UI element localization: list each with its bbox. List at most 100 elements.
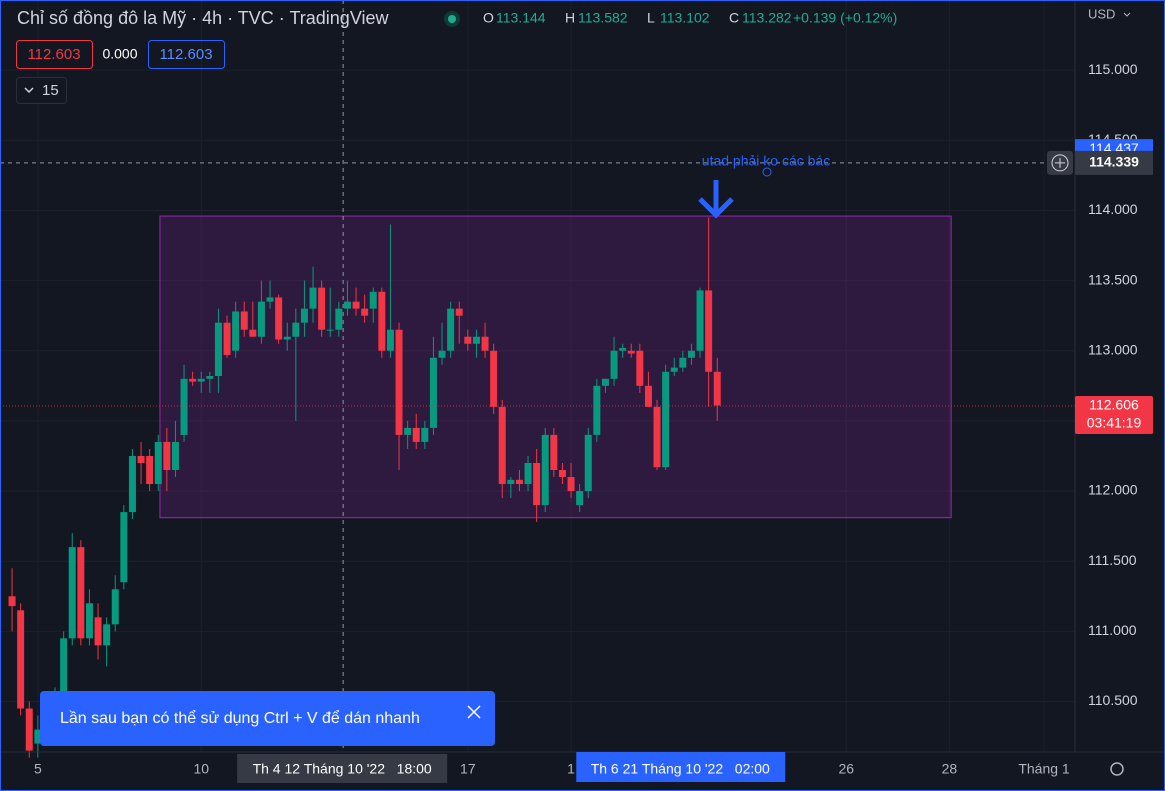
axes: 115.000114.500114.000113.500113.000112.5…: [34, 61, 1153, 783]
candle-body: [171, 441, 179, 470]
candle-body: [627, 350, 635, 354]
settings-icon[interactable]: [1110, 762, 1124, 776]
ohlc-key: L: [647, 10, 655, 26]
ohlc-value: 113.144: [496, 10, 546, 26]
status-dot: [448, 15, 456, 23]
candle-body: [644, 385, 652, 407]
range-box: [159, 215, 952, 519]
grid: [0, 0, 1075, 752]
candle-body: [85, 603, 93, 639]
candle-body: [292, 322, 300, 337]
candle-body: [60, 638, 68, 702]
highlight-time-tag: [576, 752, 786, 782]
candle-body: [619, 347, 627, 351]
ohlc-key: O: [483, 10, 494, 26]
indicator-value: 0.000: [102, 46, 137, 62]
candle-body: [25, 708, 33, 751]
candle-body: [524, 462, 532, 485]
candle-body: [421, 427, 429, 442]
last-price-tag: [1075, 396, 1153, 435]
crosshair-price-tag: [1075, 150, 1153, 175]
candle-body: [490, 350, 498, 407]
candle-body: [146, 455, 154, 485]
crosshair-time-tag: [237, 754, 448, 783]
add-plus: [1055, 157, 1065, 168]
candle-body: [550, 434, 558, 470]
candle-body: [361, 308, 369, 316]
indicator-box[interactable]: [16, 40, 93, 69]
candle-body: [249, 329, 257, 337]
currency[interactable]: USD: [1088, 6, 1115, 21]
crosshair-time-label: Th 4 12 Tháng 10 '22 18:00: [253, 761, 432, 777]
candle-body: [309, 287, 317, 309]
candle-body: [103, 624, 111, 646]
candle-body: [404, 427, 412, 435]
candle-body: [163, 441, 171, 470]
ohlc-value: 113.102: [660, 10, 710, 26]
ohlc-key: C: [729, 10, 739, 26]
x-tick-label: 26: [838, 761, 854, 777]
candle-body: [137, 455, 145, 463]
candle-body: [593, 385, 601, 435]
candle-body: [111, 589, 119, 625]
last-price-label: 112.606: [1089, 397, 1139, 413]
candle-body: [636, 350, 644, 386]
candle-body: [464, 336, 472, 344]
candle-body: [679, 357, 687, 368]
indicator-box[interactable]: [148, 40, 225, 69]
collapse-button[interactable]: [16, 77, 67, 104]
candle-body: [275, 297, 283, 340]
candle-body: [378, 291, 386, 351]
candle-body: [68, 547, 76, 639]
candle-body: [705, 290, 713, 372]
candle-body: [567, 477, 575, 492]
candle-body: [507, 479, 515, 485]
candle-body: [180, 378, 188, 435]
y-tick-label: 113.500: [1088, 271, 1138, 287]
candle-body: [232, 311, 240, 351]
ohlc-value: 113.282: [742, 10, 792, 26]
candle-body: [610, 350, 618, 379]
x-tick-label: Tháng 1: [1018, 761, 1070, 777]
candle-body: [335, 308, 343, 330]
crosshair-price-label: 114.339: [1089, 154, 1139, 170]
candle-body: [498, 406, 506, 485]
candle-body: [386, 329, 394, 351]
candle-body: [653, 406, 661, 468]
ohlc-value: 113.582: [578, 10, 628, 26]
candle-body: [154, 441, 162, 485]
indicator-count: 15: [42, 82, 59, 99]
candle-body: [120, 512, 128, 583]
candle-body: [326, 329, 334, 331]
candle-body: [670, 367, 678, 372]
highlight-time-label: Th 6 21 Tháng 10 '22 02:00: [591, 761, 770, 777]
candle-body: [352, 301, 360, 309]
candle-body: [318, 287, 326, 330]
y-tick-label: 114.000: [1088, 201, 1138, 217]
candle-body: [223, 322, 231, 355]
candle-body: [189, 378, 197, 382]
candle-body: [77, 547, 85, 639]
y-tick-label: 112.000: [1088, 482, 1138, 498]
toast-close[interactable]: [467, 705, 481, 719]
candle-body: [429, 357, 437, 428]
chart-title: Chỉ số đồng đô la Mỹ · 4h · TVC · Tradin…: [17, 8, 390, 28]
candle-body: [438, 350, 446, 358]
candle-body: [541, 434, 549, 506]
arrow: [698, 180, 734, 219]
candle-body: [266, 297, 274, 302]
x-tick-label: 10: [193, 761, 209, 777]
candle-body: [369, 291, 377, 309]
candle-body: [197, 378, 205, 382]
candle-body: [94, 617, 102, 646]
indicator-value: 112.603: [159, 46, 212, 63]
candle-body: [713, 371, 721, 406]
candle-body: [696, 290, 704, 351]
y-tick-label: 111.000: [1088, 622, 1137, 638]
x-tick-label: 1: [567, 761, 575, 777]
candle-body: [343, 301, 351, 309]
ohlc: O 113.144 H 113.582 L 113.102 C 113.282: [483, 10, 792, 26]
